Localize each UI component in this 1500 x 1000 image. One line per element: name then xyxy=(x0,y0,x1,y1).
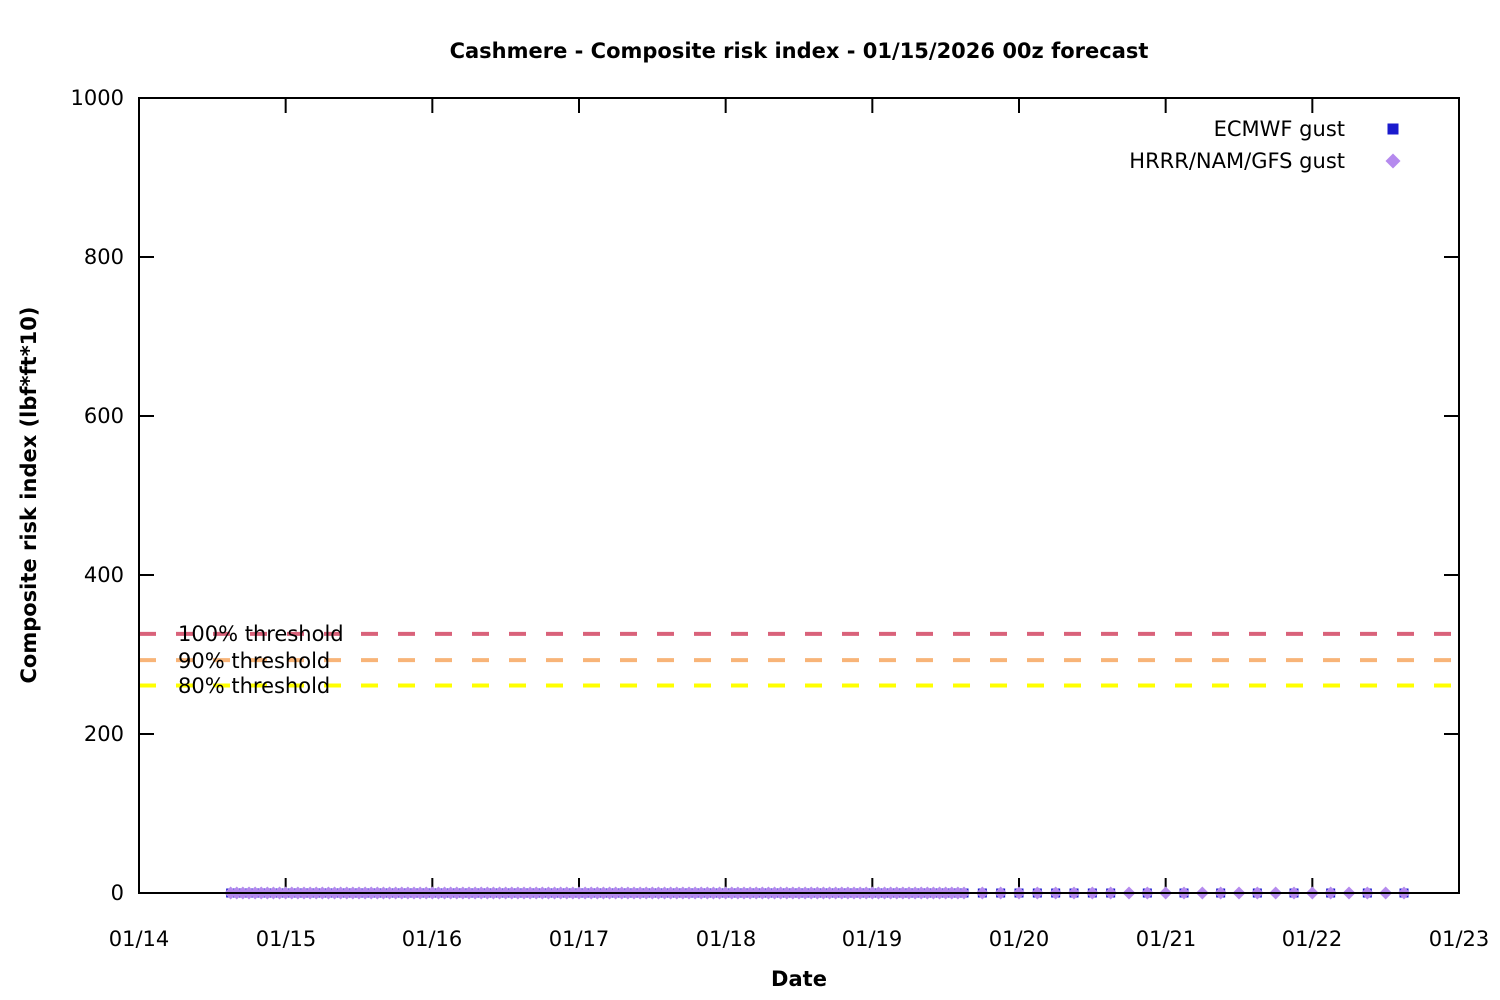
legend: ECMWF gust HRRR/NAM/GFS gust xyxy=(1129,117,1401,173)
x-tick-label: 01/18 xyxy=(696,927,757,951)
plot-border xyxy=(138,97,1460,894)
x-tick-label: 01/19 xyxy=(842,927,903,951)
y-tick-label: 800 xyxy=(84,245,124,269)
x-tick-label: 01/23 xyxy=(1429,927,1490,951)
threshold-label-100: 100% threshold xyxy=(178,622,344,646)
y-tick-label: 200 xyxy=(84,722,124,746)
y-tick-label: 0 xyxy=(111,881,124,905)
chart-title: Cashmere - Composite risk index - 01/15/… xyxy=(450,39,1149,63)
hrrr-nam-gfs-diamond-marker-icon xyxy=(1385,153,1401,169)
x-tick-label: 01/16 xyxy=(402,927,463,951)
x-axis-label: Date xyxy=(771,967,827,991)
x-tick-label: 01/15 xyxy=(256,927,317,951)
tick-marks xyxy=(138,97,1460,894)
legend-label-hrrr-nam-gfs: HRRR/NAM/GFS gust xyxy=(1129,149,1345,173)
y-axis-label: Composite risk index (lbf*ft*10) xyxy=(17,306,41,683)
x-tick-label: 01/20 xyxy=(989,927,1050,951)
x-tick-label: 01/14 xyxy=(109,927,170,951)
y-tick-label: 400 xyxy=(84,563,124,587)
threshold-label-80: 80% threshold xyxy=(178,674,330,698)
y-tick-label: 600 xyxy=(84,404,124,428)
x-tick-label: 01/21 xyxy=(1136,927,1197,951)
x-tick-label: 01/17 xyxy=(549,927,610,951)
x-tick-label: 01/22 xyxy=(1282,927,1343,951)
y-tick-label: 1000 xyxy=(71,86,124,110)
legend-label-ecmwf: ECMWF gust xyxy=(1214,117,1345,141)
ecmwf-square-marker-icon xyxy=(1387,123,1399,135)
threshold-label-90: 90% threshold xyxy=(178,649,330,673)
